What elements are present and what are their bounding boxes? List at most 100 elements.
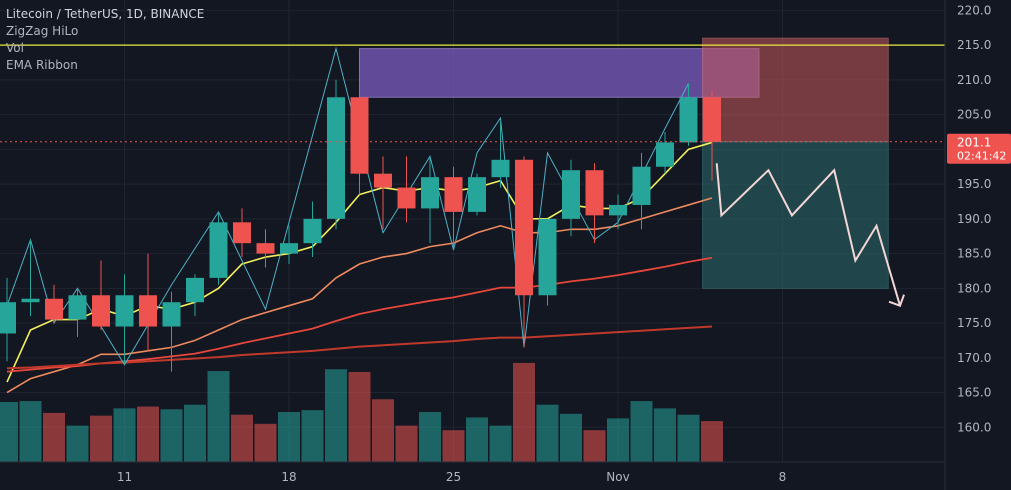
candle bbox=[303, 201, 322, 258]
candle-body bbox=[68, 295, 87, 320]
candle-body bbox=[444, 177, 463, 212]
volume-bar bbox=[160, 409, 183, 462]
candle-body bbox=[162, 302, 181, 327]
last-price-tag bbox=[947, 133, 1011, 164]
price-tick-label: 170.0 bbox=[957, 351, 991, 365]
candle bbox=[21, 239, 40, 317]
candle-body bbox=[256, 243, 275, 254]
volume-bar bbox=[654, 408, 676, 462]
volume-bar bbox=[607, 418, 629, 462]
price-tick-label: 180.0 bbox=[957, 281, 991, 295]
time-tick-label: 11 bbox=[117, 470, 132, 484]
volume-bar bbox=[325, 369, 347, 462]
price-tick-label: 160.0 bbox=[957, 420, 991, 434]
volume-bar bbox=[184, 404, 206, 462]
volume-bar bbox=[395, 425, 418, 462]
price-tick-label: 215.0 bbox=[957, 38, 991, 52]
time-tick-label: 8 bbox=[779, 470, 787, 484]
volume-bar bbox=[254, 423, 277, 462]
candle-body bbox=[703, 97, 721, 142]
volume-bar bbox=[43, 412, 65, 462]
volume-bar bbox=[536, 404, 559, 462]
candle bbox=[703, 90, 721, 181]
purple-zone bbox=[359, 48, 760, 98]
candle bbox=[115, 274, 134, 365]
candle-body bbox=[585, 170, 604, 216]
volume-bar bbox=[207, 371, 230, 462]
candle-body bbox=[679, 97, 698, 143]
candle bbox=[45, 284, 63, 324]
price-tick-label: 220.0 bbox=[957, 3, 991, 17]
candle bbox=[515, 156, 533, 348]
candle bbox=[421, 156, 439, 244]
candle bbox=[186, 274, 204, 317]
projection-path bbox=[715, 163, 901, 306]
candle bbox=[562, 159, 580, 237]
candle bbox=[538, 218, 557, 306]
candle bbox=[280, 225, 298, 264]
candle-body bbox=[233, 222, 251, 244]
volume-bar bbox=[113, 408, 136, 462]
time-tick-label: 25 bbox=[446, 470, 461, 484]
candle bbox=[233, 208, 251, 258]
volume-bar bbox=[583, 430, 606, 462]
candle bbox=[444, 166, 463, 251]
candle-body bbox=[397, 187, 416, 209]
candle-body bbox=[515, 159, 533, 296]
indicator-zigzag-label[interactable]: ZigZag HiLo bbox=[6, 24, 79, 38]
price-tick-label: 210.0 bbox=[957, 73, 991, 87]
volume-bar bbox=[489, 425, 512, 462]
candle bbox=[374, 156, 392, 230]
candle-body bbox=[632, 166, 651, 205]
candle-body bbox=[538, 218, 557, 296]
candle bbox=[92, 260, 110, 330]
candle-body bbox=[609, 204, 627, 216]
candle bbox=[0, 277, 16, 362]
candle bbox=[491, 121, 510, 188]
candle bbox=[162, 291, 181, 372]
candle bbox=[397, 156, 416, 223]
last-price-value: 201.1 bbox=[957, 136, 991, 150]
candle-body bbox=[186, 277, 204, 303]
candle bbox=[256, 229, 275, 268]
green-zone bbox=[702, 141, 889, 289]
candle-body bbox=[327, 97, 345, 219]
volume-bar bbox=[560, 413, 582, 462]
candle bbox=[68, 288, 87, 337]
candle-body bbox=[350, 97, 369, 174]
symbol-title[interactable]: Litecoin / TetherUS, 1D, BINANCE bbox=[6, 7, 205, 21]
volume-bar bbox=[66, 425, 89, 462]
price-tick-label: 195.0 bbox=[957, 177, 991, 191]
candle bbox=[679, 83, 698, 146]
candle-body bbox=[92, 295, 110, 327]
candle bbox=[209, 211, 228, 285]
volume-bar bbox=[0, 402, 18, 462]
indicator-volume-label[interactable]: Vol bbox=[6, 41, 24, 55]
price-tick-label: 185.0 bbox=[957, 247, 991, 261]
candle-body bbox=[562, 170, 580, 219]
candle-body bbox=[0, 302, 16, 334]
time-tick-label: Nov bbox=[606, 470, 629, 484]
price-tick-label: 205.0 bbox=[957, 108, 991, 122]
volume-bar bbox=[137, 406, 159, 462]
candle bbox=[350, 52, 369, 195]
candle-body bbox=[656, 142, 674, 167]
bar-countdown: 02:41:42 bbox=[957, 150, 1006, 163]
candle bbox=[468, 173, 486, 216]
candle-body bbox=[209, 222, 228, 278]
candle-body bbox=[45, 298, 63, 320]
candle-body bbox=[491, 159, 510, 178]
volume-bar bbox=[419, 412, 441, 462]
candle bbox=[585, 163, 604, 244]
volume-bar bbox=[442, 430, 465, 462]
volume-bar bbox=[513, 362, 535, 462]
indicator-ema-ribbon-label[interactable]: EMA Ribbon bbox=[6, 58, 78, 72]
volume-bar bbox=[90, 415, 112, 462]
candle-body bbox=[280, 243, 298, 254]
volume-bar bbox=[348, 372, 371, 462]
red-zone bbox=[702, 37, 889, 143]
candle-body bbox=[374, 173, 392, 188]
candle-body bbox=[21, 298, 40, 303]
candle bbox=[609, 194, 627, 230]
